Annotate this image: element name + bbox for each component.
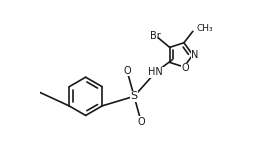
Text: HN: HN bbox=[148, 67, 163, 77]
Text: O: O bbox=[123, 66, 131, 76]
Text: O: O bbox=[182, 63, 189, 73]
Text: CH₃: CH₃ bbox=[197, 24, 213, 33]
Text: N: N bbox=[191, 50, 199, 60]
Text: S: S bbox=[131, 91, 138, 101]
Text: Br: Br bbox=[150, 31, 161, 41]
Text: O: O bbox=[137, 117, 145, 127]
